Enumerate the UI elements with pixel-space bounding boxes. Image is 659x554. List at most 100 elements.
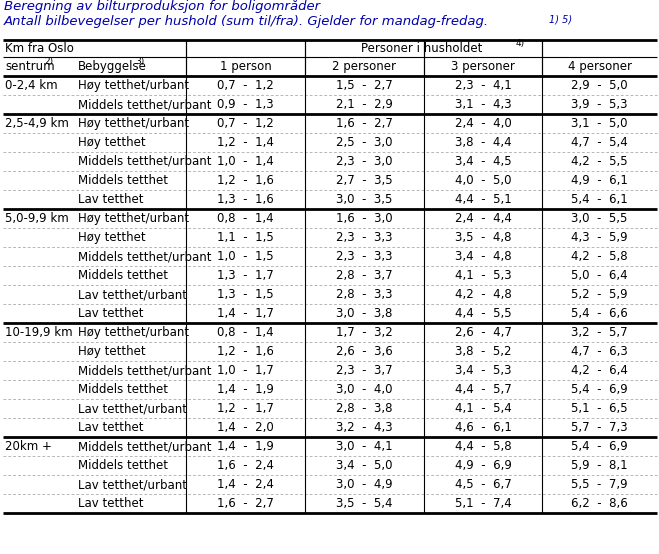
- Text: 20km +: 20km +: [5, 440, 52, 453]
- Text: 1,2  -  1,4: 1,2 - 1,4: [217, 136, 274, 149]
- Text: Lav tetthet: Lav tetthet: [78, 307, 144, 320]
- Text: 0,7  -  1,2: 0,7 - 1,2: [217, 79, 274, 92]
- Text: 4,5  -  6,7: 4,5 - 6,7: [455, 478, 511, 491]
- Text: 1,3  -  1,7: 1,3 - 1,7: [217, 269, 274, 282]
- Text: Personer i husholdet: Personer i husholdet: [361, 42, 482, 55]
- Text: Lav tetthet/urbant: Lav tetthet/urbant: [78, 288, 187, 301]
- Text: 1,4  -  1,7: 1,4 - 1,7: [217, 307, 274, 320]
- Text: 2,3  -  3,3: 2,3 - 3,3: [336, 250, 393, 263]
- Text: 2,4  -  4,4: 2,4 - 4,4: [455, 212, 511, 225]
- Text: 0,9  -  1,3: 0,9 - 1,3: [217, 98, 273, 111]
- Text: 0,8  -  1,4: 0,8 - 1,4: [217, 212, 273, 225]
- Text: Middels tetthet/urbant: Middels tetthet/urbant: [78, 440, 212, 453]
- Text: 1,0  -  1,4: 1,0 - 1,4: [217, 155, 274, 168]
- Text: Lav tetthet: Lav tetthet: [78, 193, 144, 206]
- Text: 5,4  -  6,9: 5,4 - 6,9: [571, 440, 628, 453]
- Text: 4,6  -  6,1: 4,6 - 6,1: [455, 421, 511, 434]
- Text: 10-19,9 km: 10-19,9 km: [5, 326, 72, 339]
- Text: 4,7  -  6,3: 4,7 - 6,3: [571, 345, 628, 358]
- Text: 2,4  -  4,0: 2,4 - 4,0: [455, 117, 511, 130]
- Text: 3,8  -  4,4: 3,8 - 4,4: [455, 136, 511, 149]
- Text: Høy tetthet/urbant: Høy tetthet/urbant: [78, 117, 189, 130]
- Text: 0-2,4 km: 0-2,4 km: [5, 79, 57, 92]
- Text: Middels tetthet/urbant: Middels tetthet/urbant: [78, 155, 212, 168]
- Text: Høy tetthet: Høy tetthet: [78, 345, 146, 358]
- Text: 3,0  -  3,5: 3,0 - 3,5: [336, 193, 393, 206]
- Text: 4,4  -  5,5: 4,4 - 5,5: [455, 307, 511, 320]
- Text: 4,3  -  5,9: 4,3 - 5,9: [571, 231, 628, 244]
- Text: 4,1  -  5,3: 4,1 - 5,3: [455, 269, 511, 282]
- Text: 2,9  -  5,0: 2,9 - 5,0: [571, 79, 628, 92]
- Text: 1,6  -  2,4: 1,6 - 2,4: [217, 459, 274, 472]
- Text: Høy tetthet/urbant: Høy tetthet/urbant: [78, 79, 189, 92]
- Text: 4,4  -  5,1: 4,4 - 5,1: [455, 193, 511, 206]
- Text: 3,8  -  5,2: 3,8 - 5,2: [455, 345, 511, 358]
- Text: Lav tetthet: Lav tetthet: [78, 497, 144, 510]
- Text: 1,0  -  1,5: 1,0 - 1,5: [217, 250, 273, 263]
- Text: 1,3  -  1,6: 1,3 - 1,6: [217, 193, 274, 206]
- Text: 5,1  -  6,5: 5,1 - 6,5: [571, 402, 628, 415]
- Text: 4,1  -  5,4: 4,1 - 5,4: [455, 402, 511, 415]
- Text: Middels tetthet/urbant: Middels tetthet/urbant: [78, 250, 212, 263]
- Text: 4,2  -  4,8: 4,2 - 4,8: [455, 288, 511, 301]
- Text: 1,3  -  1,5: 1,3 - 1,5: [217, 288, 273, 301]
- Text: 5,4  -  6,9: 5,4 - 6,9: [571, 383, 628, 396]
- Text: 4,4  -  5,7: 4,4 - 5,7: [455, 383, 511, 396]
- Text: 3,0  -  5,5: 3,0 - 5,5: [571, 212, 627, 225]
- Text: 3,2  -  5,7: 3,2 - 5,7: [571, 326, 628, 339]
- Text: 2,7  -  3,5: 2,7 - 3,5: [336, 174, 393, 187]
- Text: 0,8  -  1,4: 0,8 - 1,4: [217, 326, 273, 339]
- Text: 1,2  -  1,6: 1,2 - 1,6: [217, 345, 274, 358]
- Text: 3,0  -  4,1: 3,0 - 4,1: [336, 440, 393, 453]
- Text: 5,0-9,9 km: 5,0-9,9 km: [5, 212, 69, 225]
- Text: Middels tetthet: Middels tetthet: [78, 269, 168, 282]
- Text: 3,1  -  4,3: 3,1 - 4,3: [455, 98, 511, 111]
- Text: Lav tetthet/urbant: Lav tetthet/urbant: [78, 478, 187, 491]
- Text: 1,4  -  1,9: 1,4 - 1,9: [217, 440, 274, 453]
- Text: 3): 3): [135, 57, 144, 66]
- Text: Beregning av bilturproduksjon for boligområder: Beregning av bilturproduksjon for boligo…: [4, 0, 320, 13]
- Text: 2,8  -  3,8: 2,8 - 3,8: [336, 402, 393, 415]
- Text: 2,6  -  4,7: 2,6 - 4,7: [455, 326, 511, 339]
- Text: 2,8  -  3,7: 2,8 - 3,7: [336, 269, 393, 282]
- Text: 3,4  -  4,8: 3,4 - 4,8: [455, 250, 511, 263]
- Text: 2): 2): [44, 57, 53, 66]
- Text: 2,3  -  3,0: 2,3 - 3,0: [336, 155, 393, 168]
- Text: 1,7  -  3,2: 1,7 - 3,2: [336, 326, 393, 339]
- Text: 4,9  -  6,9: 4,9 - 6,9: [455, 459, 511, 472]
- Text: 3,4  -  5,0: 3,4 - 5,0: [336, 459, 393, 472]
- Text: 2,5-4,9 km: 2,5-4,9 km: [5, 117, 69, 130]
- Text: 3,0  -  3,8: 3,0 - 3,8: [336, 307, 393, 320]
- Text: 2,3  -  4,1: 2,3 - 4,1: [455, 79, 511, 92]
- Text: 2,6  -  3,6: 2,6 - 3,6: [336, 345, 393, 358]
- Text: 3,4  -  4,5: 3,4 - 4,5: [455, 155, 511, 168]
- Text: Høy tetthet/urbant: Høy tetthet/urbant: [78, 326, 189, 339]
- Text: 1,0  -  1,7: 1,0 - 1,7: [217, 364, 274, 377]
- Text: 4,2  -  5,8: 4,2 - 5,8: [571, 250, 628, 263]
- Text: Høy tetthet: Høy tetthet: [78, 136, 146, 149]
- Text: 5,5  -  7,9: 5,5 - 7,9: [571, 478, 628, 491]
- Text: Km fra Oslo: Km fra Oslo: [5, 42, 74, 55]
- Text: 1,1  -  1,5: 1,1 - 1,5: [217, 231, 274, 244]
- Text: Middels tetthet/urbant: Middels tetthet/urbant: [78, 98, 212, 111]
- Text: 5,4  -  6,1: 5,4 - 6,1: [571, 193, 628, 206]
- Text: 5,2  -  5,9: 5,2 - 5,9: [571, 288, 628, 301]
- Text: 1 person: 1 person: [219, 60, 272, 73]
- Text: 4): 4): [515, 39, 525, 48]
- Text: 2,3  -  3,3: 2,3 - 3,3: [336, 231, 393, 244]
- Text: Høy tetthet/urbant: Høy tetthet/urbant: [78, 212, 189, 225]
- Text: 5,7  -  7,3: 5,7 - 7,3: [571, 421, 628, 434]
- Text: 5,0  -  6,4: 5,0 - 6,4: [571, 269, 628, 282]
- Text: 2,8  -  3,3: 2,8 - 3,3: [336, 288, 393, 301]
- Text: Lav tetthet/urbant: Lav tetthet/urbant: [78, 402, 187, 415]
- Text: Antall bilbevegelser per hushold (sum til/fra). Gjelder for mandag-fredag.: Antall bilbevegelser per hushold (sum ti…: [4, 15, 489, 28]
- Text: 0,7  -  1,2: 0,7 - 1,2: [217, 117, 274, 130]
- Text: 3,5  -  4,8: 3,5 - 4,8: [455, 231, 511, 244]
- Text: 2,3  -  3,7: 2,3 - 3,7: [336, 364, 393, 377]
- Text: 1,6  -  2,7: 1,6 - 2,7: [336, 117, 393, 130]
- Text: 3,0  -  4,9: 3,0 - 4,9: [336, 478, 393, 491]
- Text: 3,0  -  4,0: 3,0 - 4,0: [336, 383, 393, 396]
- Text: 5,9  -  8,1: 5,9 - 8,1: [571, 459, 628, 472]
- Text: 1,5  -  2,7: 1,5 - 2,7: [336, 79, 393, 92]
- Text: 1,2  -  1,7: 1,2 - 1,7: [217, 402, 274, 415]
